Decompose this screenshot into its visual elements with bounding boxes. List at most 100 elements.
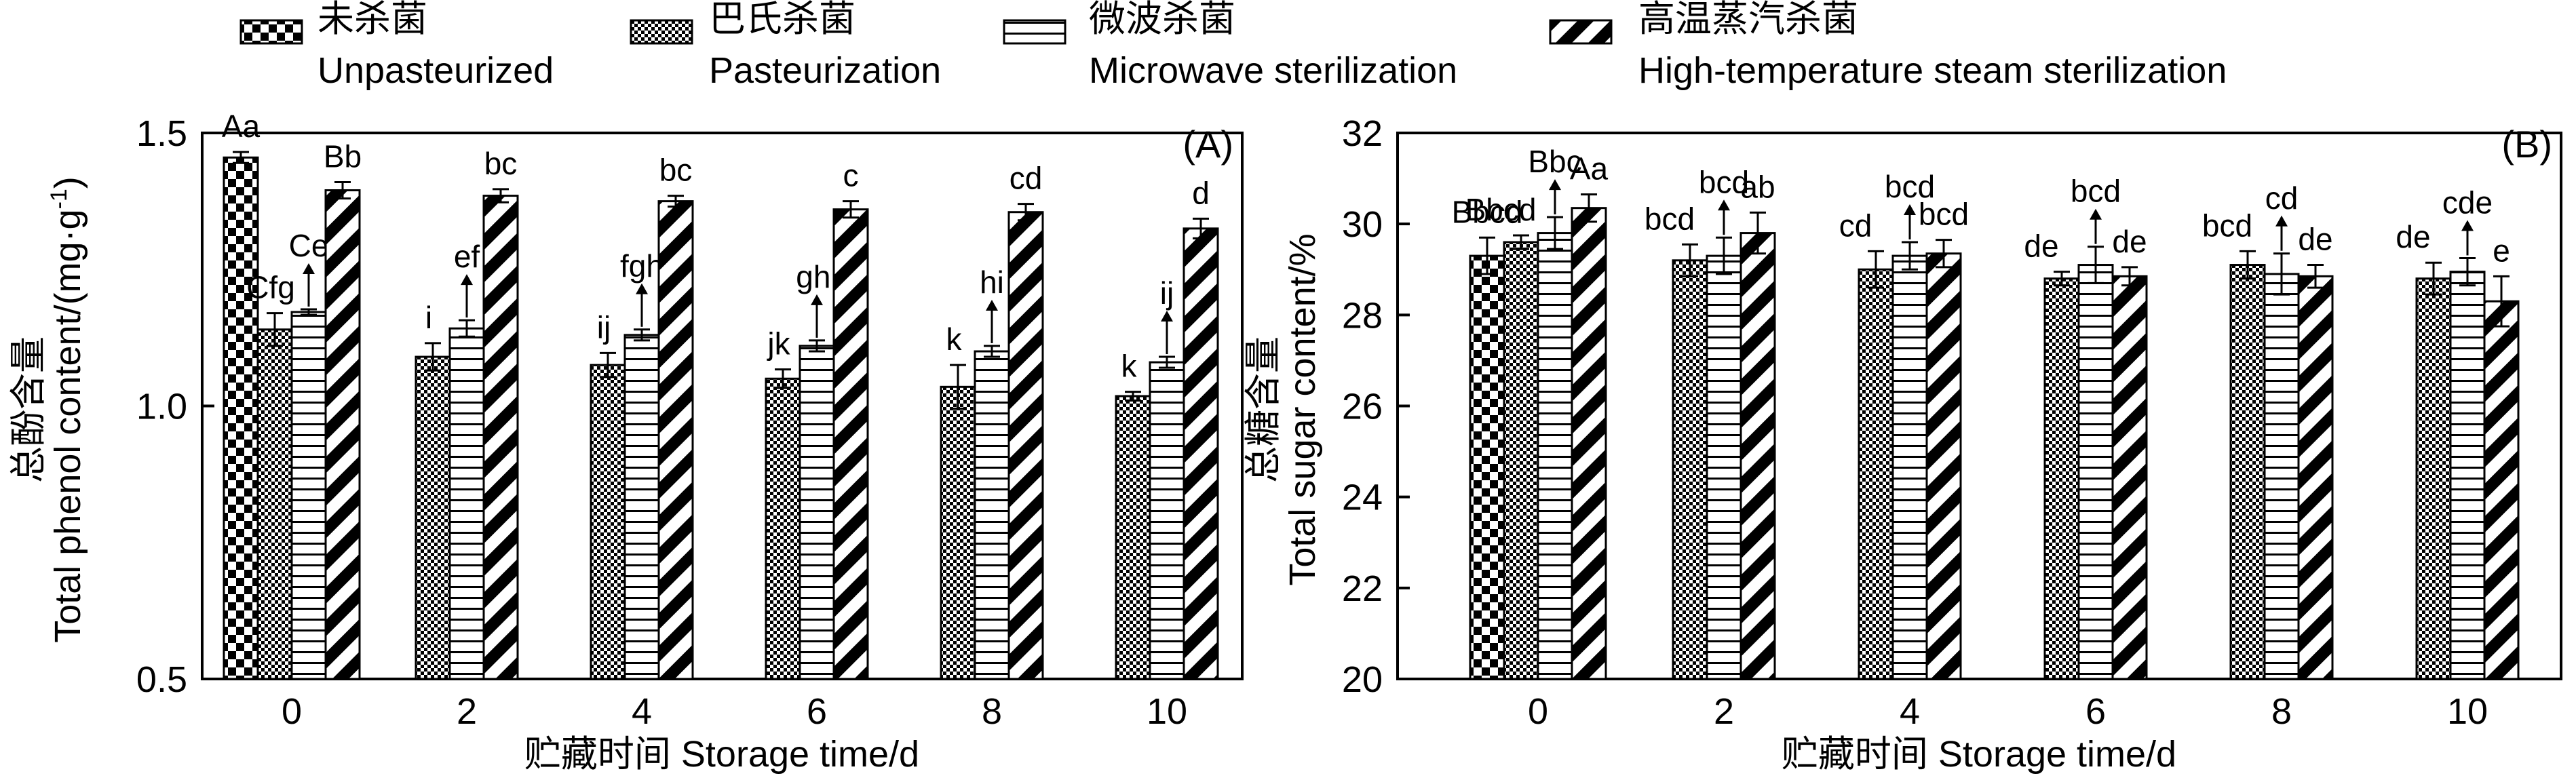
bar	[256, 328, 293, 680]
data-label: de	[2024, 229, 2058, 264]
bar	[1858, 268, 1894, 680]
bar	[223, 156, 259, 680]
label-arrow-head	[303, 263, 315, 275]
bar	[1149, 361, 1185, 680]
data-label: Aa	[222, 109, 261, 144]
legend: 未杀菌 Unpasteurized 巴氏杀菌 Pasteurization 微波…	[239, 0, 2227, 91]
x-axis-label-a: 贮藏时间 Storage time/d	[524, 734, 919, 775]
legend-swatch-checker	[239, 19, 303, 45]
y-tick-label: 1.5	[136, 113, 187, 154]
bar	[2077, 264, 2114, 680]
label-arrow-head	[2090, 208, 2102, 220]
bar	[482, 195, 519, 680]
legend-label-cn: 未杀菌	[318, 0, 427, 39]
data-label: cd	[2265, 180, 2299, 216]
x-tick-label: 2	[457, 691, 477, 732]
x-tick-label: 6	[807, 691, 827, 732]
label-arrow-head	[636, 283, 648, 294]
x-tick-label: 2	[1714, 691, 1734, 732]
data-label: de	[2298, 222, 2332, 257]
y-axis-label-en-b: Total sugar content/%	[1282, 233, 1323, 585]
label-arrow-head	[1549, 179, 1561, 191]
y-tick-label: 28	[1342, 295, 1383, 336]
bar	[2483, 300, 2520, 680]
data-label: cd	[1010, 161, 1043, 196]
bar	[1183, 227, 1219, 680]
label-arrow-head	[1718, 199, 1730, 211]
legend-label-en: Pasteurization	[709, 50, 941, 91]
data-label: e	[2493, 233, 2510, 268]
legend-label-en: High-temperature steam sterilization	[1638, 50, 2227, 91]
legend-label-en: Microwave sterilization	[1089, 50, 1457, 91]
label-arrow-head	[461, 274, 473, 286]
label-arrow-head	[1161, 311, 1173, 322]
data-label: hi	[980, 265, 1004, 300]
bar	[2297, 275, 2334, 680]
data-label: bc	[659, 153, 693, 188]
bar	[657, 200, 694, 680]
bar	[799, 345, 835, 680]
y-axis-label-en-a-end: )	[47, 176, 88, 189]
data-label: bc	[484, 146, 518, 181]
label-arrow-head	[811, 294, 823, 305]
bar	[1739, 232, 1776, 680]
bar	[1891, 254, 1928, 680]
bar	[290, 311, 327, 680]
bar	[1672, 259, 1708, 680]
bar	[1925, 252, 1962, 680]
y-axis-label-en-a: Total phenol content/(mg·g-1)	[46, 176, 88, 643]
y-tick-label: 26	[1342, 387, 1383, 427]
data-label: de	[2112, 224, 2147, 259]
y-tick-label: 0.5	[136, 659, 187, 700]
label-arrow-head	[2275, 215, 2288, 227]
bar	[940, 385, 976, 680]
x-tick-label: 4	[632, 691, 652, 732]
legend-swatch-hlines	[1003, 19, 1066, 45]
data-label: bcd	[1885, 169, 1935, 204]
bar	[2229, 264, 2266, 680]
bar	[623, 334, 660, 680]
chart-a-marks: 0.51.01.50AaCfgCeBb2iefbc4ijfghbc6jkghic…	[136, 109, 1219, 732]
data-label: Aa	[1570, 151, 1609, 187]
legend-label-cn: 高温蒸汽杀菌	[1638, 0, 1858, 39]
x-tick-label: 6	[2085, 691, 2106, 732]
x-tick-label: 8	[2271, 691, 2292, 732]
legend-label-cn: 巴氏杀菌	[709, 0, 856, 39]
data-label: bcd	[2202, 208, 2252, 243]
bar	[2415, 277, 2452, 680]
bar	[1537, 232, 1573, 680]
y-tick-label: 20	[1342, 659, 1383, 700]
y-tick-label: 22	[1342, 568, 1383, 609]
data-label: bcd	[2071, 174, 2121, 209]
bar	[2449, 271, 2486, 680]
data-label: Bbcd	[1452, 194, 1523, 229]
legend-item-microwave: 微波杀菌 Microwave sterilization	[1003, 0, 1457, 91]
bar	[324, 189, 361, 680]
bar	[1007, 211, 1044, 680]
bar	[974, 350, 1010, 680]
y-axis-label-en-a-sup: -1	[46, 189, 72, 209]
x-tick-label: 0	[1528, 691, 1548, 732]
x-tick-label: 10	[2447, 691, 2488, 732]
data-label: bcd	[1699, 164, 1749, 199]
legend-label-cn: 微波杀菌	[1089, 0, 1235, 39]
data-label: jk	[766, 326, 790, 362]
data-label: Bbcd	[1465, 192, 1537, 227]
data-label: i	[425, 300, 432, 335]
panel-label-a: (A)	[1183, 123, 1233, 166]
bar	[1469, 254, 1505, 680]
y-tick-label: 24	[1342, 478, 1383, 518]
data-label: Ce	[289, 228, 329, 263]
bar	[1503, 241, 1539, 680]
label-arrow-head	[986, 299, 998, 311]
data-label: ef	[454, 239, 480, 274]
x-tick-label: 10	[1147, 691, 1187, 732]
bar	[765, 377, 801, 680]
y-tick-label: 30	[1342, 204, 1383, 245]
data-label: Bb	[324, 138, 362, 174]
data-label: cd	[1839, 208, 1872, 243]
y-tick-label: 32	[1342, 113, 1383, 154]
data-label: cde	[2442, 184, 2493, 220]
